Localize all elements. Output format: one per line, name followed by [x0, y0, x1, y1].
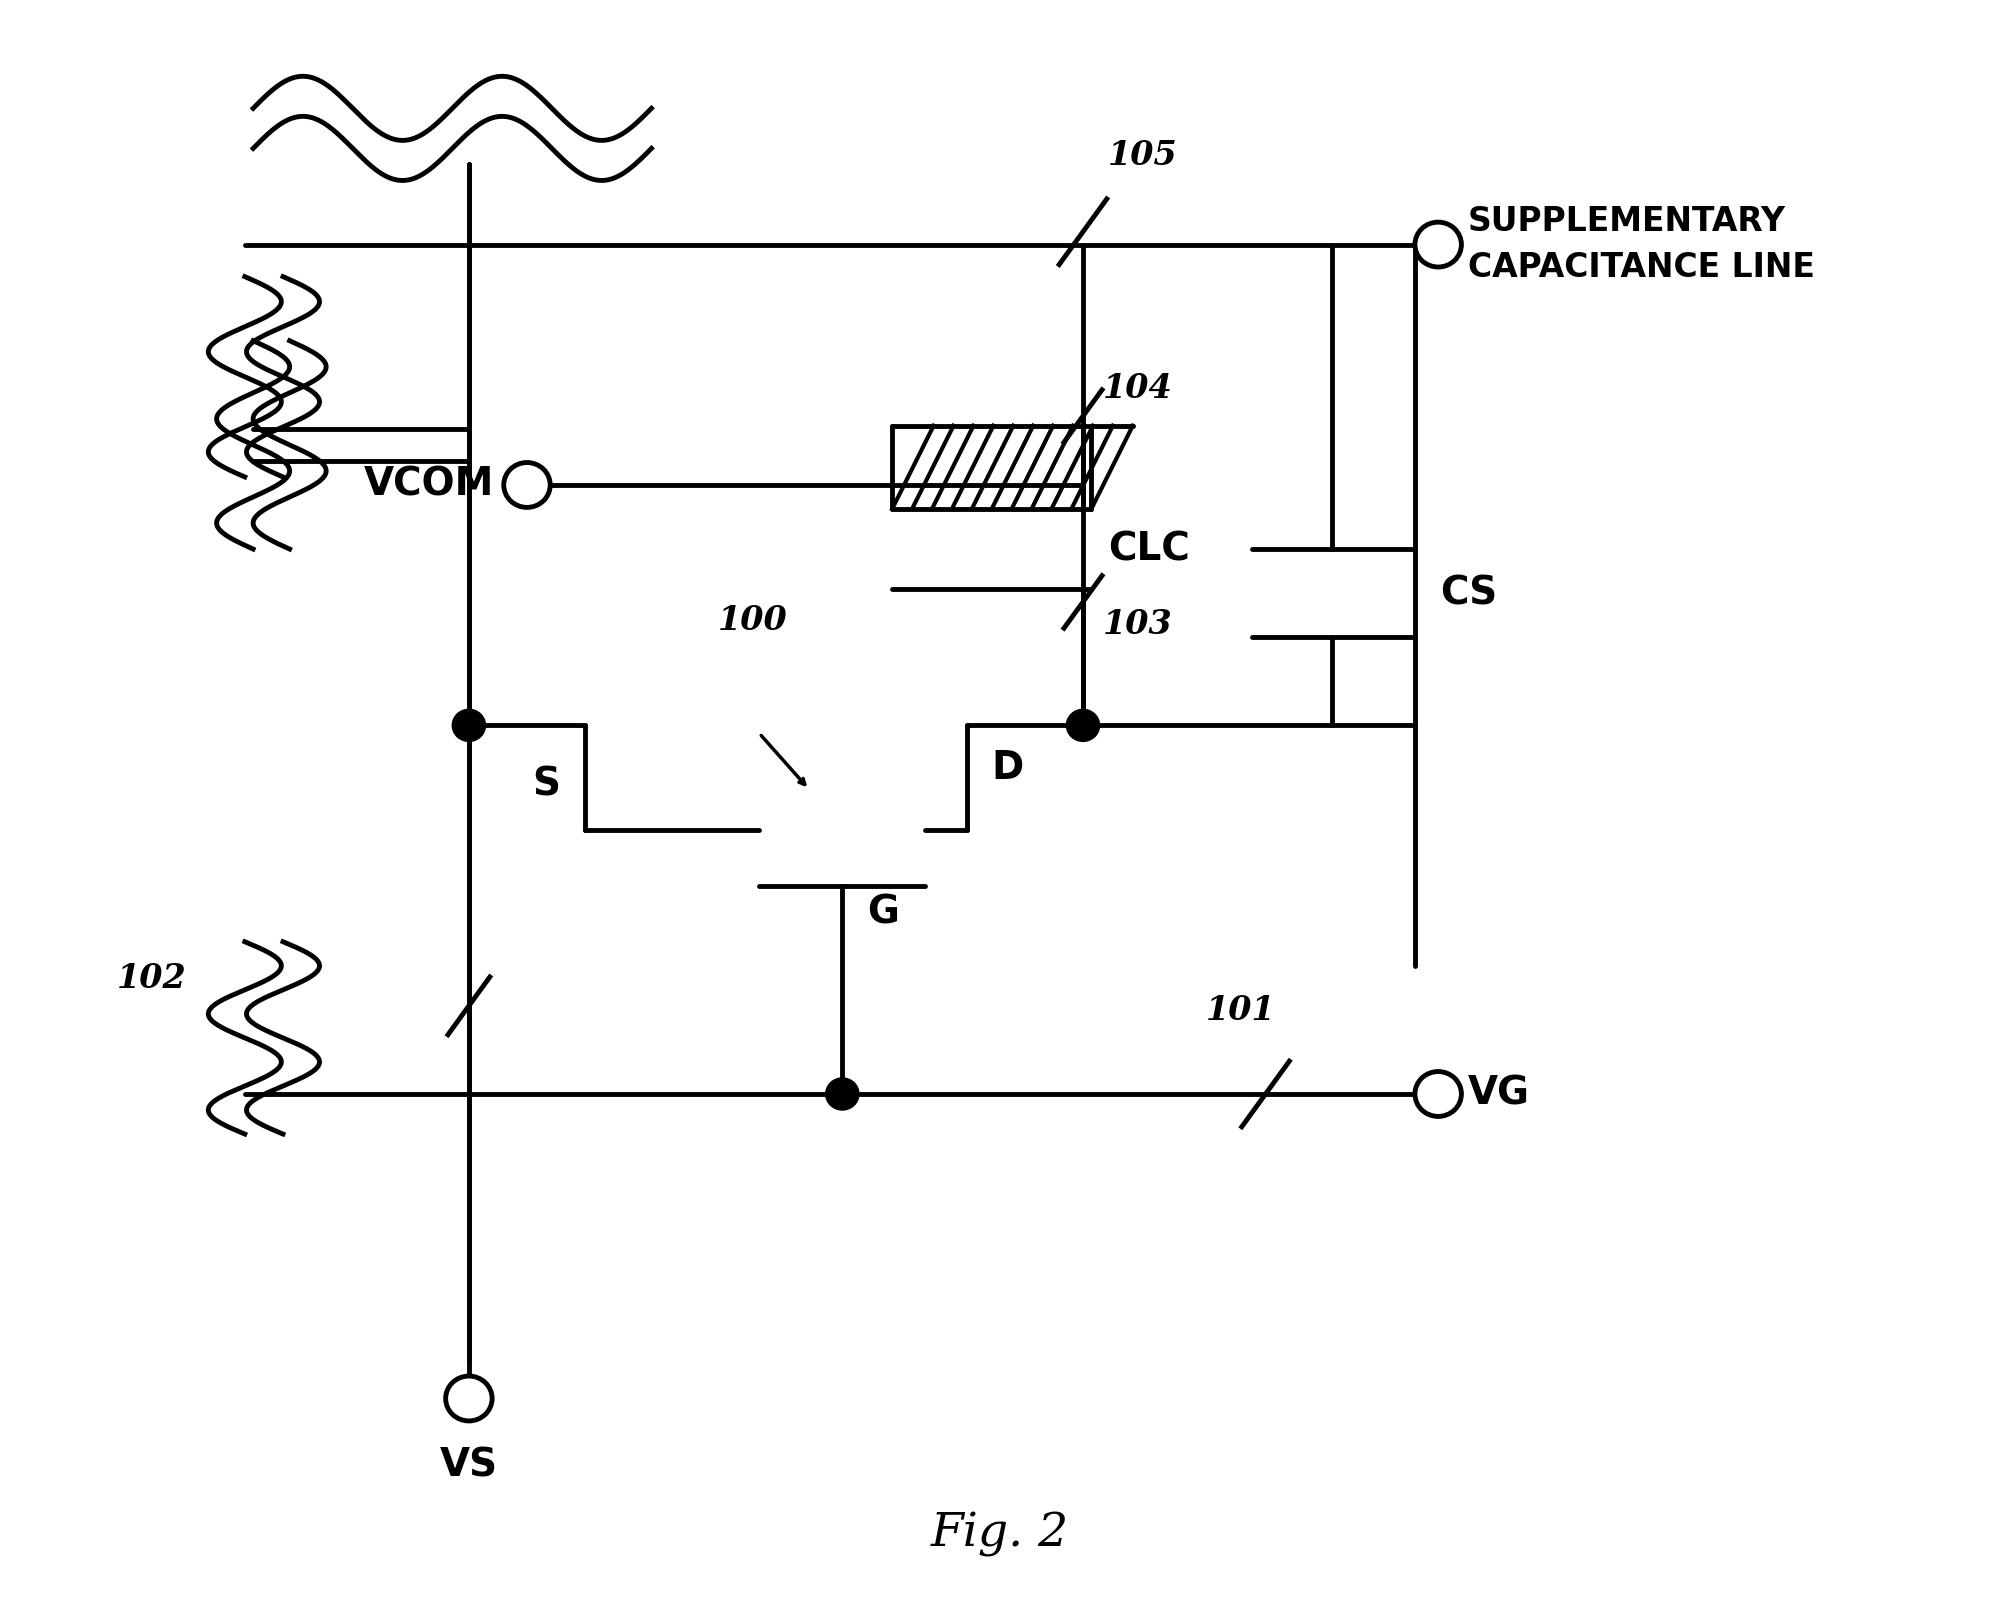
Circle shape: [1066, 709, 1100, 741]
Text: VS: VS: [440, 1447, 498, 1485]
Text: CLC: CLC: [1108, 530, 1190, 569]
Text: 100: 100: [718, 604, 788, 638]
Circle shape: [1414, 1071, 1462, 1116]
Circle shape: [446, 1376, 492, 1421]
Text: D: D: [992, 749, 1024, 788]
Text: 102: 102: [116, 962, 186, 996]
Circle shape: [826, 1078, 858, 1110]
Text: SUPPLEMENTARY
CAPACITANCE LINE: SUPPLEMENTARY CAPACITANCE LINE: [1468, 205, 1814, 284]
Text: CS: CS: [1440, 574, 1498, 612]
Circle shape: [1414, 222, 1462, 267]
Text: 103: 103: [1102, 609, 1172, 641]
Text: 105: 105: [1108, 140, 1178, 172]
Text: G: G: [868, 894, 900, 931]
Text: 104: 104: [1102, 372, 1172, 404]
Text: 101: 101: [1206, 994, 1276, 1026]
Text: S: S: [532, 765, 560, 804]
Text: VG: VG: [1468, 1075, 1530, 1113]
Text: Fig. 2: Fig. 2: [930, 1513, 1070, 1558]
Text: VCOM: VCOM: [364, 466, 494, 504]
Circle shape: [504, 462, 550, 507]
Circle shape: [452, 709, 486, 741]
